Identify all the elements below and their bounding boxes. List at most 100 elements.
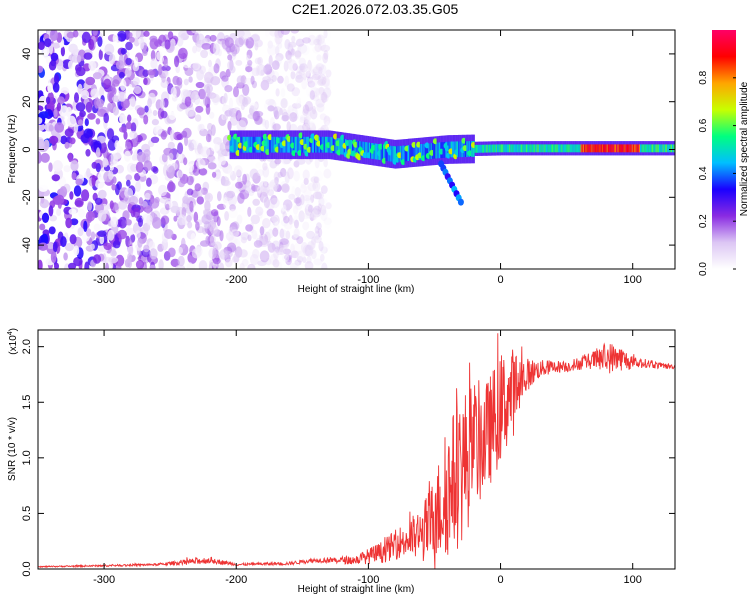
heatmap-cell bbox=[63, 252, 68, 261]
heatmap-cell bbox=[300, 44, 310, 56]
heatmap-cell bbox=[77, 83, 83, 95]
heatmap-cell bbox=[302, 104, 310, 114]
heatmap-cell bbox=[492, 144, 494, 153]
heatmap-cell bbox=[182, 60, 192, 69]
heatmap-cell bbox=[275, 88, 280, 97]
heatmap-cell bbox=[458, 141, 460, 158]
heatmap-cell bbox=[140, 37, 145, 50]
heatmap-cell bbox=[546, 144, 548, 153]
heatmap-cell bbox=[247, 136, 249, 153]
heatmap-cell bbox=[312, 64, 320, 73]
heatmap-cell bbox=[46, 243, 55, 249]
heatmap-cell bbox=[291, 102, 302, 109]
heatmap-cell bbox=[309, 136, 311, 153]
heatmap-cell bbox=[125, 57, 132, 66]
heatmap-cell bbox=[323, 168, 332, 179]
x-tick-label: -200 bbox=[225, 274, 247, 286]
heatmap-cell bbox=[651, 144, 654, 153]
heatmap-cell bbox=[307, 31, 314, 40]
heatmap-cell bbox=[287, 136, 290, 153]
heatmap-cell bbox=[186, 215, 192, 223]
heatmap-cell bbox=[143, 244, 150, 253]
heatmap-cell bbox=[106, 128, 115, 140]
heatmap-cell bbox=[67, 115, 77, 128]
heatmap-cell bbox=[117, 229, 127, 240]
heatmap-cell bbox=[117, 91, 127, 102]
heatmap-cell bbox=[195, 43, 202, 53]
heatmap-cell bbox=[177, 246, 183, 255]
heatmap-cell bbox=[415, 144, 417, 161]
heatmap-cell bbox=[334, 137, 336, 154]
heatmap-cell bbox=[70, 218, 79, 226]
heatmap-cell bbox=[146, 177, 152, 187]
heatmap-cell bbox=[271, 136, 273, 153]
heatmap-cell bbox=[302, 195, 311, 202]
heatmap-cell bbox=[245, 224, 254, 232]
y-tick-label: 0.0 bbox=[21, 561, 33, 576]
heatmap-cell bbox=[286, 109, 296, 118]
heatmap-cell bbox=[118, 216, 128, 229]
heatmap-cell bbox=[402, 145, 404, 162]
heatmap-cell bbox=[79, 110, 86, 118]
heatmap-cell bbox=[60, 236, 67, 248]
heatmap-cell bbox=[271, 70, 280, 81]
heatmap-cell bbox=[292, 63, 298, 71]
heatmap-cell bbox=[269, 179, 279, 192]
heatmap-cell bbox=[91, 161, 98, 169]
heatmap-cell bbox=[156, 51, 163, 61]
heatmap-cell bbox=[302, 244, 312, 256]
heatmap-cell bbox=[264, 30, 270, 37]
heatmap-cell bbox=[620, 144, 623, 153]
heatmap-cell bbox=[151, 118, 159, 126]
heatmap-cell bbox=[150, 136, 160, 143]
heatmap-cell bbox=[511, 144, 513, 153]
heatmap-cell bbox=[512, 144, 515, 153]
heatmap-cell bbox=[314, 136, 316, 153]
heatmap-cell bbox=[68, 208, 77, 215]
heatmap-cell bbox=[74, 197, 84, 208]
heatmap-cell bbox=[286, 136, 289, 153]
colorbar-gradient bbox=[712, 30, 736, 269]
heatmap-cell bbox=[306, 230, 316, 240]
heatmap-cell bbox=[85, 211, 95, 222]
heatmap-cell bbox=[183, 157, 188, 166]
heatmap-cell bbox=[229, 136, 231, 153]
heatmap-cell bbox=[435, 142, 437, 159]
heatmap-cell bbox=[194, 183, 202, 192]
heatmap-cell bbox=[516, 144, 518, 153]
heatmap-cell bbox=[95, 147, 101, 158]
heatmap-cell bbox=[115, 60, 125, 70]
heatmap-cell bbox=[186, 175, 194, 186]
heatmap-cell bbox=[168, 180, 174, 192]
heatmap-cell bbox=[294, 259, 302, 266]
heatmap-cell bbox=[576, 144, 579, 153]
heatmap-cell bbox=[550, 144, 553, 153]
heatmap-cell bbox=[468, 141, 471, 157]
heatmap-cell bbox=[277, 42, 283, 49]
heatmap-cell bbox=[262, 181, 269, 188]
heatmap-cell bbox=[249, 168, 259, 180]
heatmap-cell bbox=[302, 212, 311, 220]
heatmap-cell bbox=[223, 92, 228, 104]
heatmap-cell bbox=[297, 125, 304, 133]
heatmap-cell bbox=[284, 75, 290, 88]
heatmap-cell bbox=[123, 150, 132, 162]
heatmap-cell bbox=[235, 136, 237, 153]
heatmap-cell bbox=[653, 144, 655, 153]
heatmap-cell bbox=[425, 143, 428, 160]
heatmap-cell bbox=[263, 176, 268, 187]
heatmap-cell bbox=[304, 67, 310, 77]
heatmap-cell bbox=[135, 180, 141, 192]
heatmap-cell bbox=[280, 207, 286, 215]
heatmap-cell bbox=[280, 180, 289, 191]
heatmap-cell bbox=[176, 151, 183, 163]
heatmap-cell bbox=[195, 221, 200, 231]
heatmap-cell bbox=[266, 78, 274, 85]
heatmap-cell bbox=[285, 203, 291, 212]
heatmap-cell bbox=[293, 228, 300, 239]
heatmap-cell bbox=[259, 226, 265, 236]
heatmap-cell bbox=[613, 144, 616, 153]
heatmap-cell bbox=[499, 144, 501, 153]
heatmap-cell bbox=[295, 71, 303, 80]
heatmap-cell bbox=[329, 136, 331, 153]
